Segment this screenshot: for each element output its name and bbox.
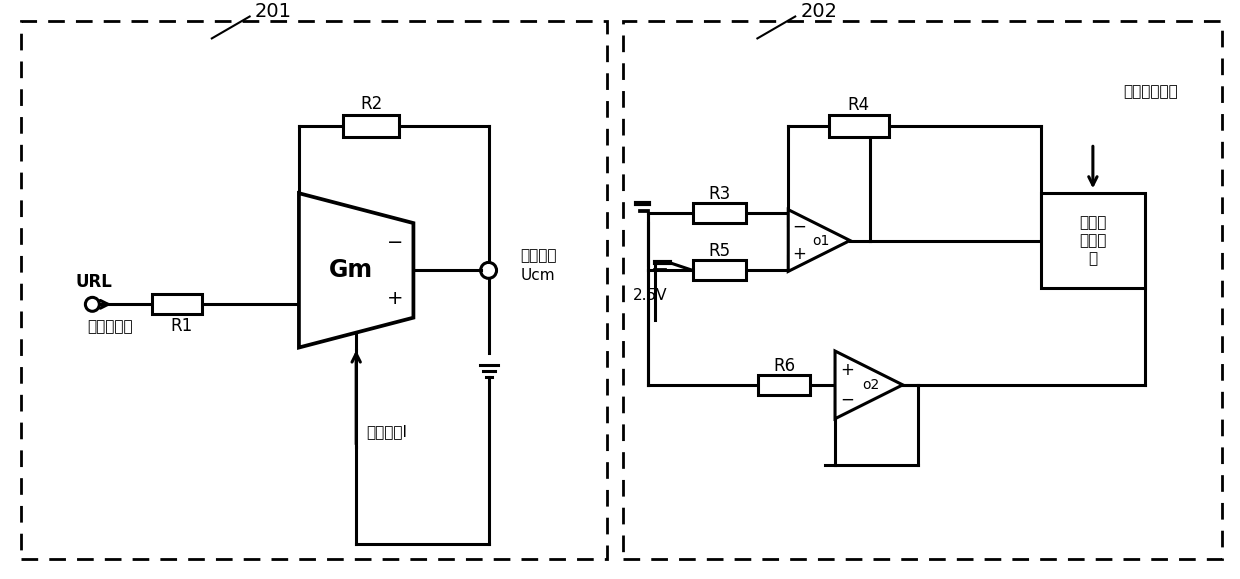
Text: R6: R6 (774, 357, 795, 375)
Text: 反馈至人体: 反馈至人体 (87, 318, 133, 334)
Text: URL: URL (76, 273, 113, 291)
FancyBboxPatch shape (622, 21, 1223, 559)
Polygon shape (835, 351, 903, 419)
Text: R4: R4 (848, 96, 870, 114)
Text: 可选择: 可选择 (1079, 215, 1106, 230)
Text: −: − (792, 218, 806, 236)
Text: 201: 201 (255, 2, 293, 21)
Bar (693, 203, 746, 222)
Text: +: + (841, 361, 854, 379)
Text: Ucm: Ucm (521, 268, 556, 283)
Text: o1: o1 (812, 233, 830, 247)
Text: 202: 202 (801, 2, 837, 21)
Text: R3: R3 (708, 185, 730, 203)
Text: +: + (792, 245, 806, 263)
Bar (153, 294, 202, 314)
FancyBboxPatch shape (21, 21, 608, 559)
Text: Gm: Gm (329, 258, 373, 283)
Text: −: − (841, 391, 854, 409)
Text: 调控电流I: 调控电流I (366, 424, 407, 439)
Text: 路: 路 (1089, 251, 1097, 266)
Bar (759, 375, 810, 395)
Bar (693, 261, 746, 280)
Text: −: − (387, 233, 404, 251)
Text: R1: R1 (171, 317, 193, 335)
Bar (830, 115, 889, 137)
Text: 电流控制信号: 电流控制信号 (1122, 84, 1178, 98)
Text: 电阰电: 电阰电 (1079, 233, 1106, 248)
Bar (343, 115, 399, 137)
Text: R2: R2 (360, 95, 382, 113)
Polygon shape (299, 193, 413, 347)
Text: 工频噪声: 工频噪声 (520, 248, 557, 263)
Text: 2.5V: 2.5V (632, 288, 667, 303)
Text: +: + (387, 290, 404, 308)
Polygon shape (789, 210, 849, 272)
FancyBboxPatch shape (1040, 193, 1146, 288)
Text: R5: R5 (708, 243, 730, 261)
Text: o2: o2 (862, 378, 879, 392)
